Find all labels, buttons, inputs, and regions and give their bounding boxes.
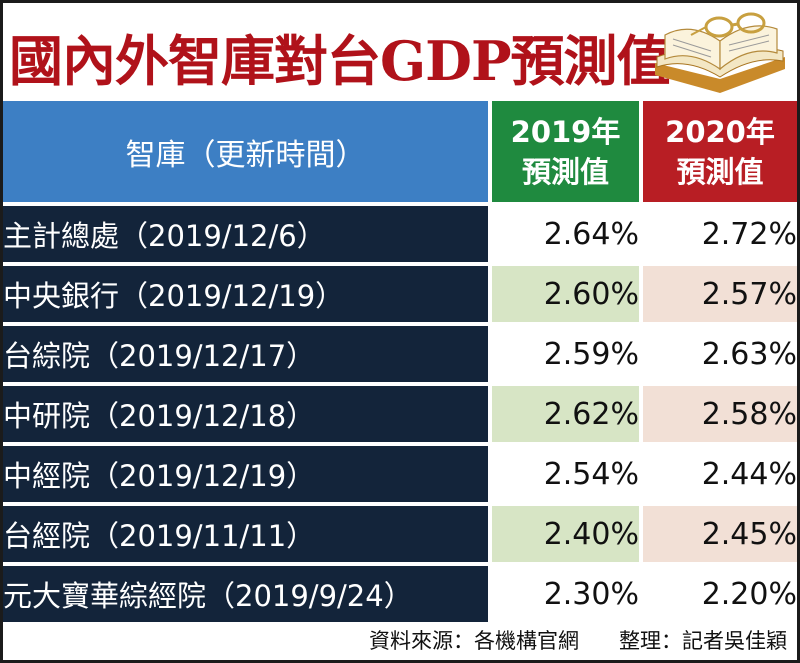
- forecast-2019-value: 2.40%: [490, 504, 643, 566]
- header-2019-forecast: 2019年 預測值: [490, 101, 643, 206]
- table-row: 主計總處（2019/12/6） 2.64% 2.72%: [3, 204, 797, 266]
- source-note: 資料來源：各機構官網: [369, 629, 579, 653]
- think-tank-name: 中央銀行（2019/12/19）: [3, 264, 492, 326]
- table-row: 中央銀行（2019/12/19） 2.60% 2.57%: [3, 264, 797, 326]
- forecast-2019-value: 2.62%: [490, 384, 643, 446]
- footer-credits: 資料來源：各機構官網 整理：記者吳佳穎: [3, 622, 797, 660]
- gdp-forecast-table: 智庫（更新時間） 2019年 預測值 2020年 預測值 主計總處（2019/1…: [3, 101, 797, 626]
- think-tank-name: 台經院（2019/11/11）: [3, 504, 492, 566]
- open-book-with-glasses-icon: [655, 12, 785, 93]
- header-think-tank: 智庫（更新時間）: [3, 101, 492, 206]
- forecast-2020-value: 2.57%: [641, 264, 797, 326]
- forecast-2020-value: 2.45%: [641, 504, 797, 566]
- forecast-2019-value: 2.59%: [490, 324, 643, 386]
- table-row: 元大寶華綜經院（2019/9/24） 2.30% 2.20%: [3, 564, 797, 626]
- credit-note: 整理：記者吳佳穎: [619, 629, 787, 653]
- forecast-2020-value: 2.58%: [641, 384, 797, 446]
- think-tank-name: 中經院（2019/12/19）: [3, 444, 492, 506]
- header-2019-line2: 預測值: [521, 154, 609, 189]
- forecast-2020-value: 2.72%: [641, 204, 797, 266]
- forecast-2019-value: 2.54%: [490, 444, 643, 506]
- forecast-2019-value: 2.64%: [490, 204, 643, 266]
- forecast-2020-value: 2.44%: [641, 444, 797, 506]
- title-bar: 國內外智庫對台GDP預測值: [3, 3, 797, 101]
- table-header-row: 智庫（更新時間） 2019年 預測值 2020年 預測值: [3, 101, 797, 206]
- forecast-2019-value: 2.30%: [490, 564, 643, 626]
- header-2020-line2: 預測值: [676, 154, 764, 189]
- forecast-2019-value: 2.60%: [490, 264, 643, 326]
- table-row: 中研院（2019/12/18） 2.62% 2.58%: [3, 384, 797, 446]
- table-row: 台綜院（2019/12/17） 2.59% 2.63%: [3, 324, 797, 386]
- think-tank-name: 中研院（2019/12/18）: [3, 384, 492, 446]
- think-tank-name: 主計總處（2019/12/6）: [3, 204, 492, 266]
- think-tank-name: 元大寶華綜經院（2019/9/24）: [3, 564, 492, 626]
- think-tank-name: 台綜院（2019/12/17）: [3, 324, 492, 386]
- forecast-2020-value: 2.63%: [641, 324, 797, 386]
- table-row: 台經院（2019/11/11） 2.40% 2.45%: [3, 504, 797, 566]
- header-2019-line1: 2019年: [510, 114, 621, 149]
- table-row: 中經院（2019/12/19） 2.54% 2.44%: [3, 444, 797, 506]
- header-2020-forecast: 2020年 預測值: [641, 101, 797, 206]
- forecast-2020-value: 2.20%: [641, 564, 797, 626]
- header-2020-line1: 2020年: [665, 114, 775, 149]
- page-title: 國內外智庫對台GDP預測值: [9, 29, 671, 93]
